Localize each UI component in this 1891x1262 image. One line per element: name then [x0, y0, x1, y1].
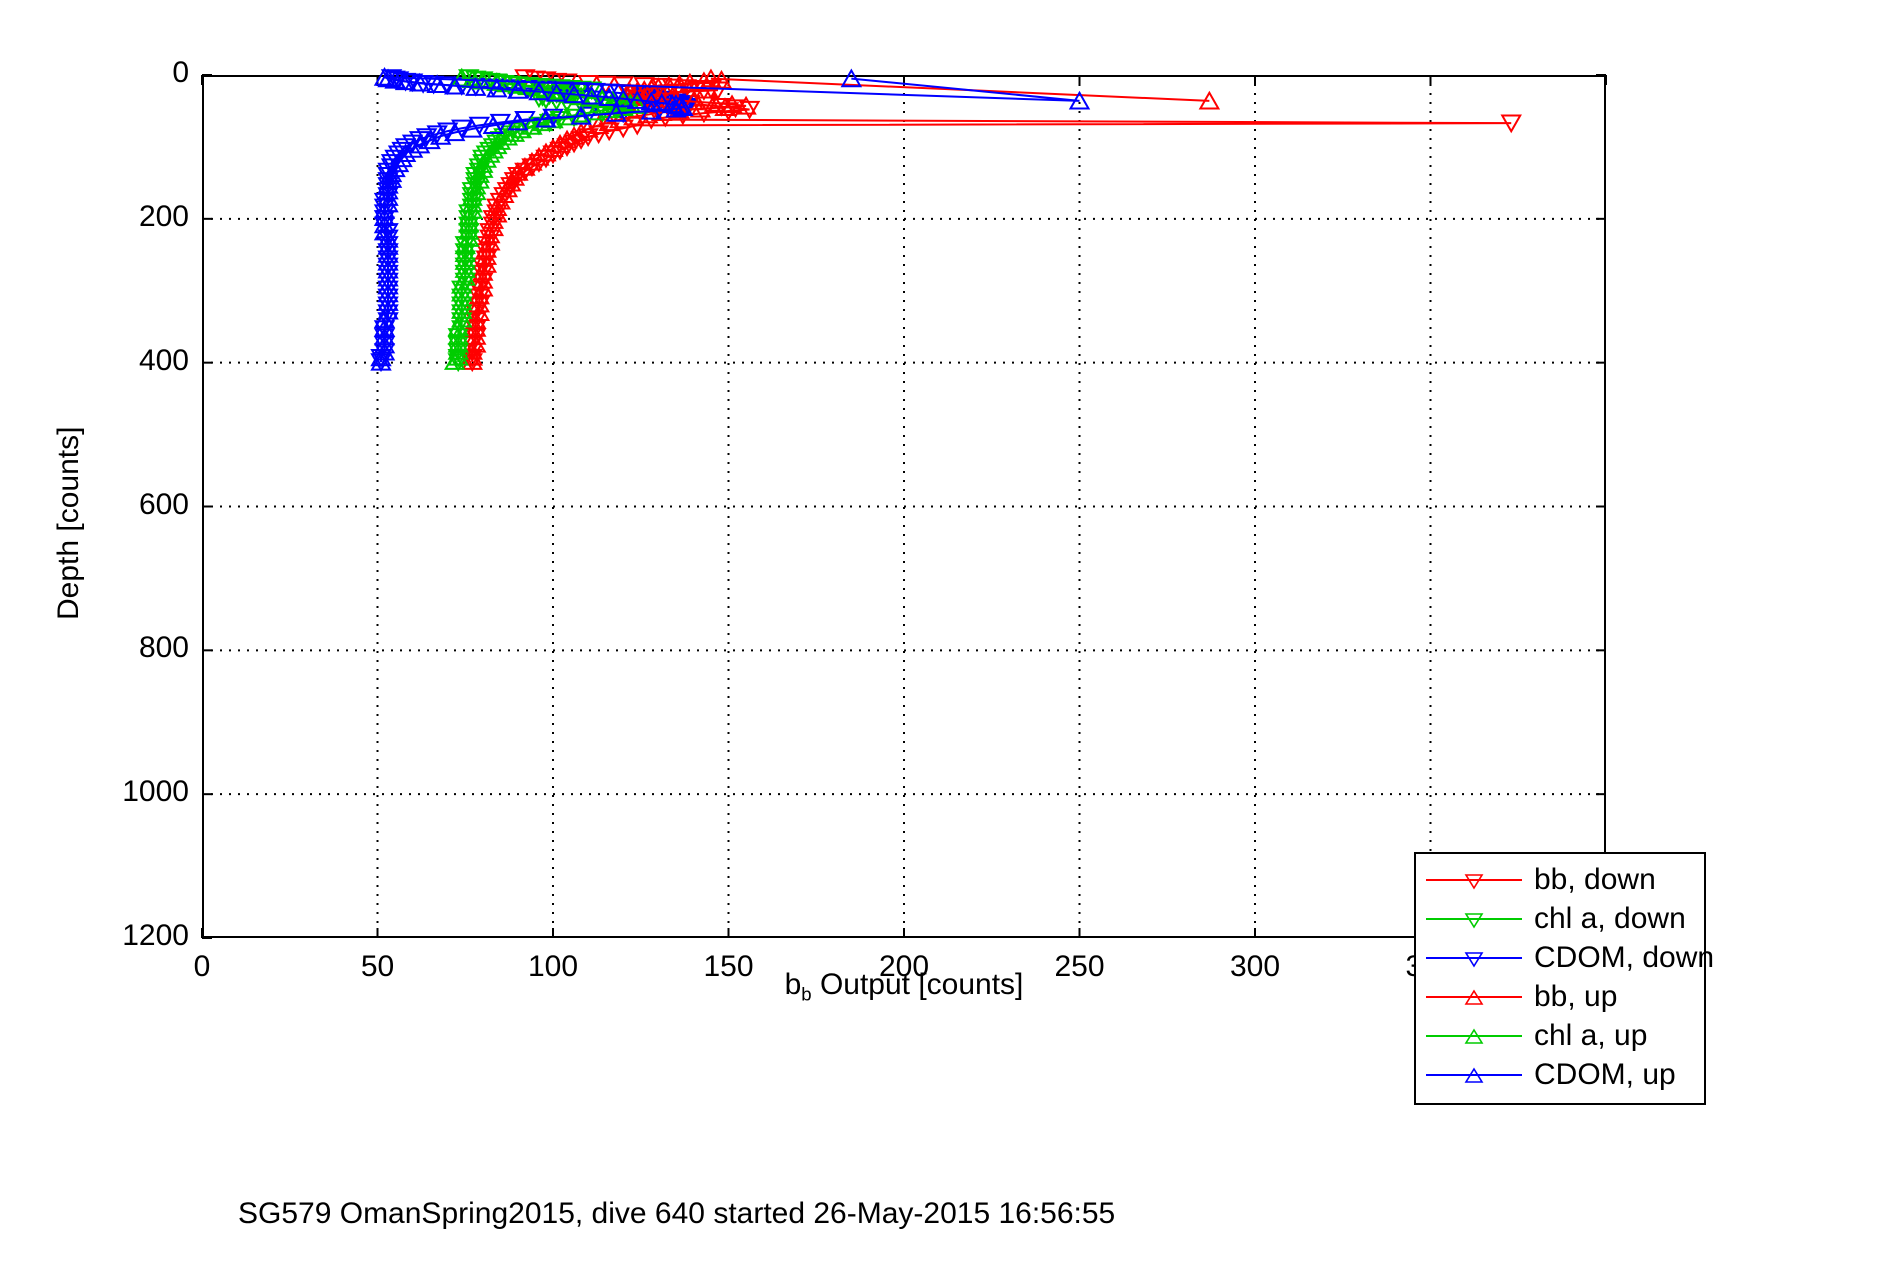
legend: bb, down chl a, down CDOM, down bb, up chl a… [1414, 852, 1714, 1105]
legend-line [1426, 996, 1522, 998]
triangle-down-icon [1464, 913, 1484, 929]
legend-item-1[interactable]: chl a, down [1416, 901, 1704, 937]
triangle-up-icon [1464, 1067, 1484, 1083]
figure-caption: SG579 OmanSpring2015, dive 640 started 2… [238, 1197, 1116, 1230]
x-tick-50: 50 [360, 950, 395, 983]
legend-label: CDOM, up [1534, 1058, 1676, 1091]
triangle-down-icon [1464, 952, 1484, 968]
legend-line [1426, 879, 1522, 881]
x-axis-label: bb Output [counts] [704, 968, 1104, 1006]
x-axis-label-rest: Output [counts] [811, 968, 1024, 1001]
y-tick-1200: 1200 [122, 919, 189, 952]
legend-swatch [1426, 1018, 1522, 1054]
y-tick-600: 600 [138, 487, 189, 521]
y-axis-label: Depth [counts] [52, 426, 85, 620]
y-tick-200: 200 [138, 199, 189, 233]
x-tick-100: 100 [527, 950, 579, 983]
y-tick-400: 400 [138, 343, 189, 377]
legend-line [1426, 1074, 1522, 1076]
legend-item-3[interactable]: bb, up [1416, 979, 1704, 1015]
legend-line [1426, 918, 1522, 920]
legend-label: bb, up [1534, 980, 1618, 1013]
legend-swatch [1426, 901, 1522, 937]
legend-item-4[interactable]: chl a, up [1416, 1018, 1704, 1054]
legend-line [1426, 957, 1522, 959]
x-tick-300: 300 [1229, 950, 1281, 983]
plot-area [202, 75, 1606, 938]
x-tick-150: 150 [703, 950, 754, 983]
legend-swatch [1426, 862, 1522, 898]
triangle-up-icon [1464, 989, 1484, 1005]
legend-label: bb, down [1534, 863, 1656, 896]
legend-swatch [1426, 979, 1522, 1015]
legend-item-2[interactable]: CDOM, down [1416, 940, 1714, 976]
legend-label: chl a, up [1534, 1019, 1648, 1052]
legend-swatch [1426, 1057, 1522, 1093]
legend-swatch [1426, 940, 1522, 976]
triangle-down-icon [1464, 874, 1484, 890]
x-tick-0: 0 [193, 950, 211, 983]
triangle-up-icon [1464, 1028, 1484, 1044]
y-tick-0: 0 [172, 56, 189, 89]
x-tick-250: 250 [1054, 950, 1105, 983]
y-tick-800: 800 [138, 631, 189, 665]
x-tick-200: 200 [878, 950, 930, 983]
legend-item-5[interactable]: CDOM, up [1416, 1057, 1704, 1093]
legend-label: chl a, down [1534, 902, 1686, 935]
legend-label: CDOM, down [1534, 941, 1715, 974]
legend-item-0[interactable]: bb, down [1416, 862, 1704, 898]
legend-line [1426, 1035, 1522, 1037]
x-axis-label-base: b [784, 968, 802, 1001]
y-tick-1000: 1000 [122, 775, 189, 809]
x-axis-label-subscript: b [801, 983, 812, 1005]
